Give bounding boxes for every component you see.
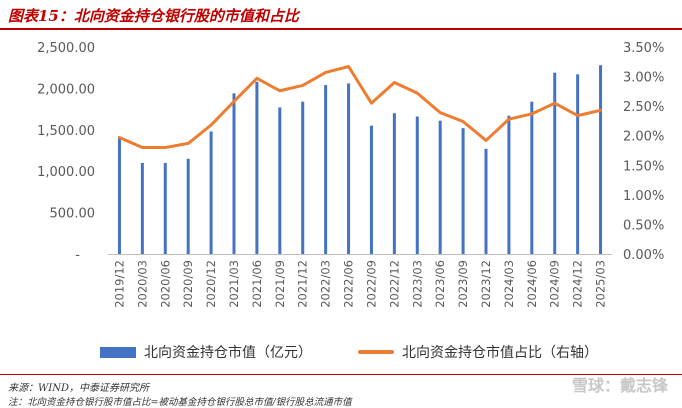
bar (484, 148, 488, 254)
bar (415, 116, 419, 254)
bar (163, 162, 167, 254)
right-axis-tick-label: 1.00% (623, 189, 664, 204)
bar (438, 120, 442, 254)
bar (278, 107, 282, 254)
legend-item-line: 北向资金持仓市值占比（右轴） (358, 342, 598, 362)
legend-line-swatch (358, 350, 394, 354)
bar (186, 158, 190, 254)
right-axis-tick-label: 3.50% (623, 41, 664, 56)
x-tick-label: 2021/09 (273, 260, 287, 308)
x-tick-label: 2021/12 (296, 260, 310, 308)
x-tick-label: 2020/12 (204, 260, 218, 308)
bar (576, 74, 580, 254)
bar (553, 72, 557, 254)
right-axis-tick-label: 1.50% (623, 159, 664, 174)
note-text: 注：北向资金持仓银行股市值占比=被动基金持仓银行股总市值/银行股总流通市值 (8, 397, 352, 408)
x-tick-label: 2024/12 (571, 260, 585, 308)
right-axis-tick-label: 0.00% (623, 248, 664, 263)
watermark: 雪球：戴志锋 (571, 376, 668, 395)
x-tick-label: 2023/09 (456, 260, 470, 308)
left-axis-tick-label: - (75, 248, 80, 263)
figure-title-bar: 图表15：北向资金持仓银行股的市值和占比 (0, 0, 682, 30)
bar (209, 131, 213, 254)
bar (117, 138, 121, 254)
share-line (117, 65, 603, 150)
bar (599, 65, 603, 254)
right-axis-tick-label: 3.00% (623, 71, 664, 86)
bar (232, 93, 236, 254)
right-axis-tick-label: 2.50% (623, 100, 664, 115)
bar (461, 128, 465, 254)
x-tick-label: 2022/06 (342, 260, 356, 308)
x-tick-label: 2024/06 (525, 260, 539, 308)
legend-item-bar: 北向资金持仓市值（亿元） (100, 342, 312, 362)
x-tick-label: 2023/12 (479, 260, 493, 308)
left-axis-tick-label: 1,000.00 (37, 165, 95, 180)
bar (140, 162, 144, 254)
combo-chart: - 500.00 1,000.00 1,500.00 2,000.00 2,500.00 0… (37, 41, 664, 308)
bar (369, 125, 373, 254)
x-tick-label: 2021/06 (250, 260, 264, 308)
right-axis-tick-label: 2.00% (623, 130, 664, 145)
x-tick-label: 2025/03 (594, 260, 608, 308)
x-tick-label: 2019/12 (112, 260, 126, 308)
title-rule (0, 28, 682, 30)
x-tick-label: 2024/09 (548, 260, 562, 308)
x-tick-label: 2020/06 (158, 260, 172, 308)
chart-legend: 北向资金持仓市值（亿元） 北向资金持仓市值占比（右轴） (0, 342, 682, 366)
bottom-rule (0, 374, 682, 375)
left-axis-tick-label: 1,500.00 (37, 124, 95, 139)
left-axis-tick-label: 500.00 (50, 207, 96, 222)
bar (347, 83, 351, 254)
legend-bar-swatch (100, 346, 136, 358)
bar (255, 81, 259, 254)
x-tick-label: 2022/12 (387, 260, 401, 308)
x-tick-label: 2020/09 (181, 260, 195, 308)
x-tick-label: 2024/03 (502, 260, 516, 308)
x-tick-label: 2022/03 (319, 260, 333, 308)
legend-bar-label: 北向资金持仓市值（亿元） (144, 345, 312, 361)
x-tick-label: 2021/03 (227, 260, 241, 308)
x-tick-label: 2023/06 (433, 260, 447, 308)
right-axis-tick-label: 0.50% (623, 218, 664, 233)
left-axis-tick-label: 2,000.00 (37, 82, 95, 97)
x-tick-label: 2023/03 (410, 260, 424, 308)
bar (507, 115, 511, 254)
bar (324, 85, 328, 254)
x-tick-label: 2022/09 (364, 260, 378, 308)
source-text: 来源：WIND，中泰证券研究所 (8, 383, 149, 394)
figure-title: 图表15：北向资金持仓银行股的市值和占比 (8, 7, 299, 25)
bar (301, 101, 305, 254)
bar (392, 113, 396, 255)
left-axis-tick-label: 2,500.00 (37, 41, 95, 56)
x-tick-label: 2020/03 (135, 260, 149, 308)
legend-line-label: 北向资金持仓市值占比（右轴） (402, 345, 598, 361)
bar (530, 101, 534, 254)
